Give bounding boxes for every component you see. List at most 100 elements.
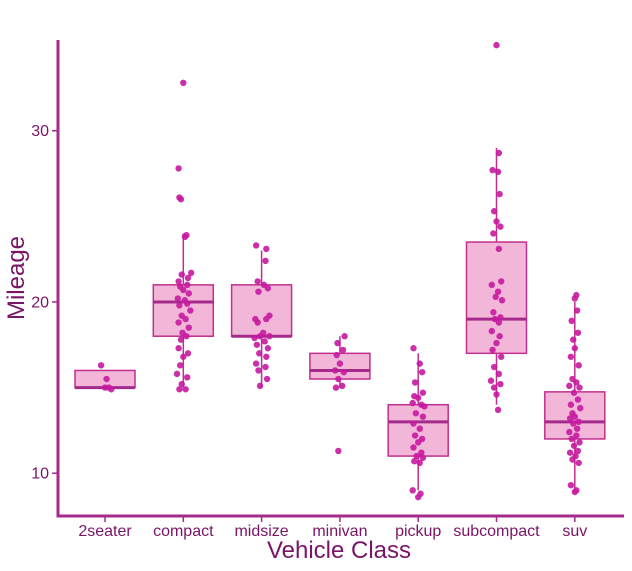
points-2seater [97,362,115,393]
data-point [264,345,272,352]
data-point [187,307,194,314]
data-point [575,362,582,369]
data-point [418,368,426,376]
data-point [493,41,500,49]
data-point [573,307,581,314]
points-subcompact [487,41,506,414]
data-point [173,370,181,378]
data-point [182,386,189,393]
data-point [415,394,422,402]
data-point [180,286,187,294]
data-point [175,165,182,172]
data-point [181,233,189,241]
data-point [413,452,420,460]
data-point [576,439,583,446]
data-point [494,406,502,414]
data-point [573,379,580,386]
data-point [570,442,578,449]
data-point [183,333,190,340]
data-point [577,404,584,412]
data-point [496,190,503,198]
data-point [252,242,260,249]
data-point [263,245,270,253]
y-tick-label: 20 [31,294,49,311]
data-point [571,345,578,352]
data-point [335,375,342,383]
data-point [184,300,191,307]
points-pickup [409,345,428,501]
data-point [493,218,500,225]
data-point [340,368,348,376]
data-point [574,447,582,455]
data-point [334,339,341,347]
data-point [566,382,573,390]
y-tick-label: 10 [31,466,49,483]
data-point [182,315,189,323]
data-point [103,375,110,383]
y-axis-title: Mileage [3,236,30,320]
data-point [574,329,582,336]
x-tick-label-suv: suv [562,523,587,540]
data-point [574,396,582,403]
data-point [263,353,270,360]
data-point [568,435,575,443]
data-point [490,230,497,237]
box-midsize [230,250,293,388]
box-suv [544,301,606,491]
data-point [415,439,422,446]
data-point [490,309,497,316]
data-point [421,403,428,410]
data-point [184,281,191,289]
data-point [262,257,269,265]
points-midsize [251,242,273,390]
data-point [497,380,504,388]
data-point [568,317,575,325]
data-point [495,149,503,157]
data-point [567,401,575,408]
data-point [410,345,417,352]
data-point [497,314,504,321]
data-point [411,432,419,439]
data-point [176,302,183,309]
data-point [492,293,499,301]
data-point [178,271,185,278]
data-point [261,338,268,345]
data-point [496,333,503,340]
points-minivan [332,333,348,455]
data-point [495,370,503,378]
data-point [339,346,347,354]
data-point [566,415,574,422]
box-compact [152,233,215,388]
data-point [410,444,417,451]
data-point [497,278,505,285]
data-point [570,336,577,343]
data-point [251,334,258,342]
data-point [566,428,573,436]
data-point [176,362,184,369]
data-point [493,339,500,347]
x-tick-label-midsize: midsize [234,523,288,540]
data-point [490,384,498,391]
points-suv [566,291,584,496]
data-point [576,384,583,391]
data-point [262,363,269,371]
data-point [184,350,192,357]
data-point [487,377,495,384]
data-point [256,382,264,390]
data-point [495,245,503,253]
data-point [332,367,339,374]
data-point [105,384,113,391]
data-point [419,413,427,420]
data-point [489,346,496,354]
data-point [493,391,500,398]
x-tick-label-minivan: minivan [312,523,367,540]
data-point [175,345,182,352]
data-point [416,459,423,467]
data-point [333,351,340,359]
data-point [184,274,192,282]
data-point [336,360,344,367]
data-point [570,389,578,396]
data-point [410,420,417,427]
data-point [335,447,342,455]
